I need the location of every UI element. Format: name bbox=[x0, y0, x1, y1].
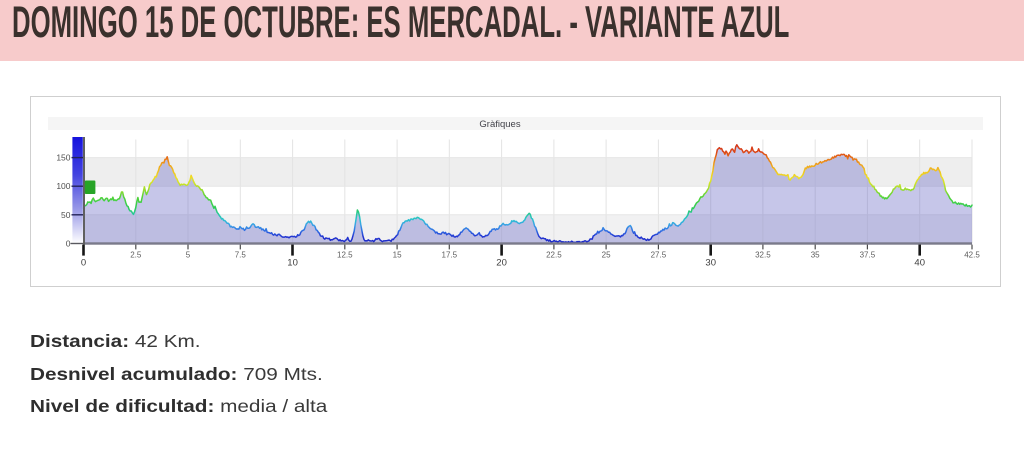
svg-text:35: 35 bbox=[811, 251, 820, 260]
svg-text:37.5: 37.5 bbox=[860, 251, 876, 260]
svg-text:0: 0 bbox=[66, 239, 71, 249]
svg-text:25: 25 bbox=[602, 251, 611, 260]
svg-text:22.5: 22.5 bbox=[546, 251, 562, 260]
svg-text:40: 40 bbox=[914, 258, 925, 269]
svg-text:2.5: 2.5 bbox=[130, 251, 142, 260]
svg-text:150: 150 bbox=[56, 153, 70, 163]
svg-text:32.5: 32.5 bbox=[755, 251, 771, 260]
svg-text:30: 30 bbox=[705, 258, 716, 269]
svg-text:20: 20 bbox=[496, 258, 507, 269]
svg-text:17.5: 17.5 bbox=[442, 251, 458, 260]
svg-text:42.5: 42.5 bbox=[964, 251, 980, 260]
svg-text:15: 15 bbox=[393, 251, 402, 260]
svg-text:27.5: 27.5 bbox=[651, 251, 667, 260]
svg-text:10: 10 bbox=[287, 258, 298, 269]
svg-text:12.5: 12.5 bbox=[337, 251, 353, 260]
svg-text:0: 0 bbox=[81, 258, 86, 269]
svg-text:100: 100 bbox=[56, 181, 70, 191]
svg-text:7.5: 7.5 bbox=[235, 251, 247, 260]
svg-text:50: 50 bbox=[61, 210, 71, 220]
svg-text:5: 5 bbox=[186, 251, 191, 260]
